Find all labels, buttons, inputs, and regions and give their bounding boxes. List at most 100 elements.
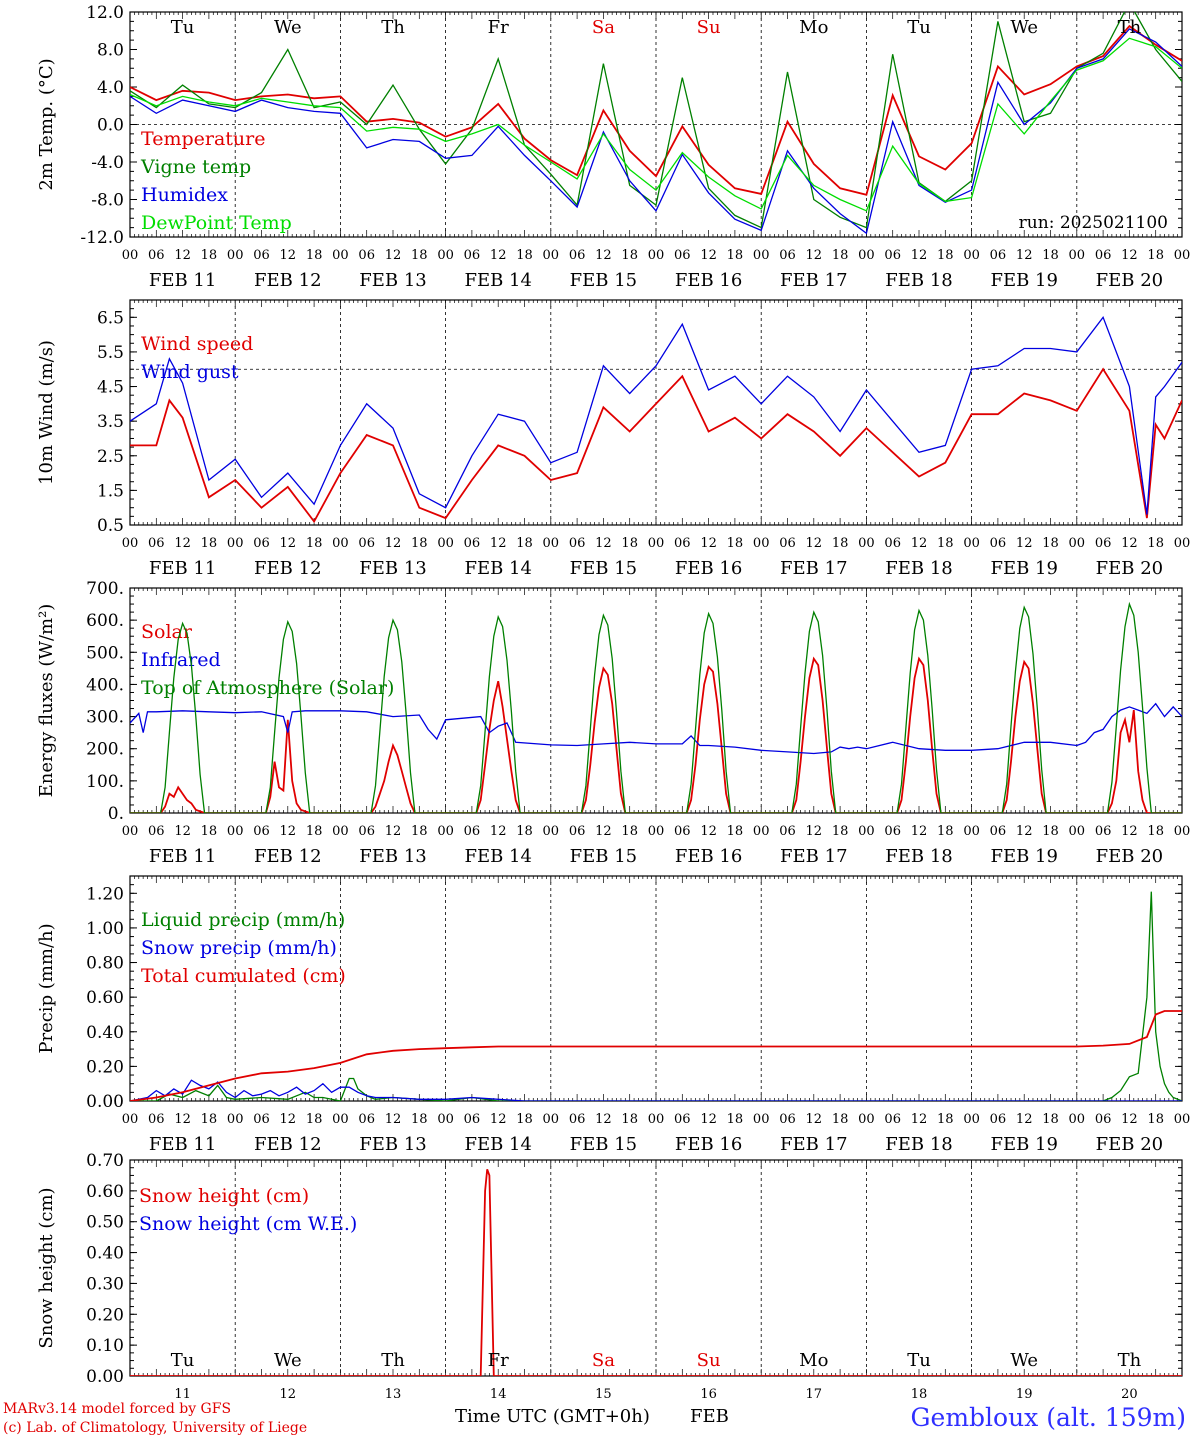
- hour-label: 06: [148, 1112, 165, 1127]
- y-tick-label: -8.0: [91, 191, 124, 211]
- date-label: FEB 14: [464, 558, 531, 579]
- y-axis-label: Precip (mm/h): [36, 923, 57, 1053]
- y-tick-label: 100.: [86, 772, 124, 792]
- weekday-label: Tu: [907, 1350, 931, 1371]
- weekday-label: Mo: [799, 17, 828, 38]
- y-tick-label: 1.20: [86, 884, 124, 904]
- hour-label: 12: [280, 1112, 297, 1127]
- date-label: FEB 18: [885, 558, 952, 579]
- panel-temp: 12.0 8.0 4.0 0.0 -4.0 -8.0 -12.0 2m Temp. (°C) T…: [36, 3, 1190, 291]
- hour-label: 18: [201, 824, 218, 839]
- y-tick-label: 0.50: [86, 1213, 124, 1233]
- plot-frame: [129, 299, 1183, 526]
- hour-label: 18: [937, 824, 954, 839]
- hour-label: 00: [753, 536, 770, 551]
- date-label: FEB 19: [990, 270, 1057, 291]
- date-label: FEB 13: [359, 270, 426, 291]
- hour-label: 06: [779, 536, 796, 551]
- hour-label: 00: [122, 824, 139, 839]
- hour-label: 12: [1016, 248, 1033, 263]
- weekday-label: Tu: [907, 17, 931, 38]
- hour-label: 00: [648, 1112, 665, 1127]
- hour-label: 00: [858, 536, 875, 551]
- day-number-label: 12: [280, 1387, 297, 1402]
- hour-label: 18: [516, 824, 533, 839]
- hour-label: 18: [832, 1112, 849, 1127]
- hour-label: 00: [543, 536, 560, 551]
- hour-label: 00: [437, 248, 454, 263]
- y-tick-label: 300.: [86, 708, 124, 728]
- hour-label: 00: [1069, 1112, 1086, 1127]
- date-label: FEB 17: [780, 1134, 847, 1155]
- hour-label: 12: [911, 536, 928, 551]
- hour-label: 18: [201, 536, 218, 551]
- y-tick-label: 0.20: [86, 1305, 124, 1325]
- weekday-label: Fr: [488, 17, 509, 38]
- y-axis-label: 2m Temp. (°C): [36, 58, 57, 190]
- hour-label: 06: [253, 1112, 270, 1127]
- hour-label: 18: [201, 248, 218, 263]
- hour-label: 12: [700, 1112, 717, 1127]
- date-label: FEB 13: [359, 846, 426, 867]
- y-tick-label: 6.5: [97, 308, 124, 328]
- weekday-label: Fr: [488, 1350, 509, 1371]
- hour-label: 00: [543, 1112, 560, 1127]
- date-label: FEB 13: [359, 1134, 426, 1155]
- date-label: FEB 20: [1096, 270, 1163, 291]
- credit-lab: (c) Lab. of Climatology, University of L…: [3, 1420, 308, 1436]
- hour-label: 06: [464, 536, 481, 551]
- hour-label: 00: [648, 536, 665, 551]
- hour-label: 00: [227, 1112, 244, 1127]
- date-label: FEB 15: [570, 846, 637, 867]
- weekday-label: Tu: [171, 1350, 195, 1371]
- legend-entry: Wind gust: [141, 361, 239, 383]
- hour-label: 00: [1174, 824, 1191, 839]
- hour-label: 18: [306, 824, 323, 839]
- weekday-label: Th: [1118, 17, 1142, 38]
- hour-label: 00: [753, 824, 770, 839]
- hour-label: 12: [806, 536, 823, 551]
- hour-label: 00: [227, 824, 244, 839]
- series-line-snow-height-cm-: [130, 1168, 1182, 1376]
- hour-label: 18: [937, 1112, 954, 1127]
- hour-label: 12: [174, 1112, 191, 1127]
- weekday-label: Th: [381, 17, 405, 38]
- hour-label: 18: [1147, 824, 1164, 839]
- y-tick-label: 500.: [86, 643, 124, 663]
- hour-label: 06: [358, 248, 375, 263]
- hour-label: 00: [963, 248, 980, 263]
- hour-label: 12: [1016, 1112, 1033, 1127]
- hour-label: 06: [884, 824, 901, 839]
- day-number-label: 16: [700, 1387, 717, 1402]
- series-line-snow-precip-mm-h-: [130, 1079, 1182, 1101]
- y-tick-label: 400.: [86, 675, 124, 695]
- hour-label: 18: [727, 536, 744, 551]
- hour-label: 12: [385, 536, 402, 551]
- hour-label: 12: [490, 824, 507, 839]
- y-tick-label: 0.30: [86, 1274, 124, 1294]
- y-tick-label: -4.0: [91, 153, 124, 173]
- hour-label: 18: [411, 824, 428, 839]
- hour-label: 06: [464, 248, 481, 263]
- series-line-wind-speed: [130, 367, 1182, 524]
- hour-label: 12: [806, 1112, 823, 1127]
- date-label: FEB 16: [675, 270, 742, 291]
- hour-label: 06: [358, 536, 375, 551]
- hour-label: 18: [306, 248, 323, 263]
- hour-label: 06: [674, 1112, 691, 1127]
- y-axis-label: 10m Wind (m/s): [36, 340, 57, 485]
- hour-label: 12: [1121, 248, 1138, 263]
- y-tick-label: 0.20: [86, 1057, 124, 1077]
- date-label: FEB 14: [464, 1134, 531, 1155]
- hour-label: 00: [543, 824, 560, 839]
- hour-label: 00: [858, 824, 875, 839]
- legend-entry: Infrared: [141, 649, 221, 671]
- hour-label: 00: [543, 248, 560, 263]
- hour-label: 18: [1147, 536, 1164, 551]
- series-line-infrared: [130, 702, 1182, 755]
- weekday-label: We: [1010, 17, 1038, 38]
- y-tick-label: 2.5: [97, 447, 124, 467]
- hour-label: 06: [990, 824, 1007, 839]
- hour-label: 12: [385, 248, 402, 263]
- hour-label: 06: [1095, 536, 1112, 551]
